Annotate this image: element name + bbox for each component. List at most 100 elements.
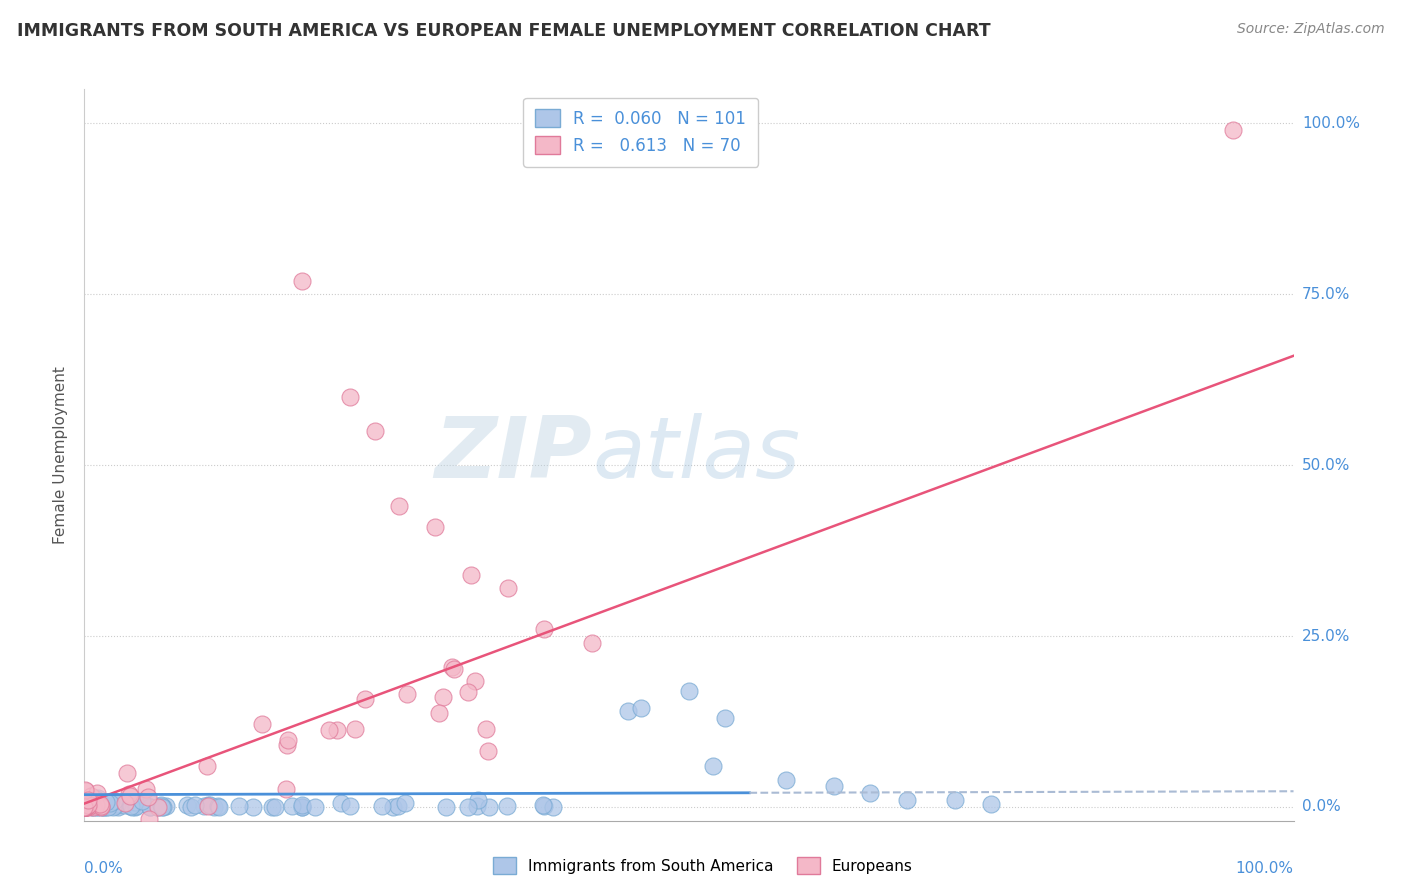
- Point: [118, 799, 141, 814]
- Point: [131, 794, 153, 808]
- Point: [371, 799, 394, 814]
- Point: [90, 800, 112, 814]
- Point: [108, 798, 131, 813]
- Point: [80, 789, 103, 803]
- Text: 100.0%: 100.0%: [1236, 861, 1294, 876]
- Point: [146, 799, 169, 814]
- Point: [541, 800, 564, 814]
- Point: [339, 799, 361, 814]
- Point: [617, 704, 640, 718]
- Point: [77, 797, 100, 812]
- Point: [678, 683, 700, 698]
- Point: [107, 799, 129, 814]
- Point: [630, 701, 652, 715]
- Point: [149, 798, 172, 813]
- Point: [82, 799, 104, 814]
- Point: [432, 690, 454, 704]
- Point: [304, 800, 326, 814]
- Point: [276, 738, 298, 752]
- Point: [124, 800, 146, 814]
- Point: [73, 800, 96, 814]
- Point: [149, 798, 172, 813]
- Point: [193, 799, 215, 814]
- Point: [73, 800, 96, 814]
- Point: [87, 798, 110, 813]
- Point: [89, 797, 111, 812]
- Point: [395, 687, 418, 701]
- Point: [155, 799, 177, 814]
- Point: [176, 797, 198, 812]
- Point: [82, 799, 104, 814]
- Point: [73, 796, 96, 810]
- Point: [943, 793, 966, 807]
- Point: [714, 711, 737, 725]
- Point: [382, 799, 405, 814]
- Point: [318, 723, 340, 737]
- Point: [464, 674, 486, 689]
- Point: [84, 792, 107, 806]
- Point: [423, 519, 446, 533]
- Point: [394, 796, 416, 810]
- Point: [90, 799, 112, 814]
- Point: [82, 794, 104, 808]
- Point: [291, 797, 314, 812]
- Point: [73, 800, 96, 814]
- Point: [150, 800, 173, 814]
- Point: [77, 799, 100, 814]
- Point: [79, 796, 101, 810]
- Point: [98, 799, 121, 814]
- Point: [77, 798, 100, 813]
- Point: [859, 786, 882, 800]
- Point: [478, 800, 501, 814]
- Point: [87, 791, 110, 805]
- Point: [138, 812, 160, 826]
- Point: [496, 581, 519, 595]
- Point: [1222, 123, 1244, 137]
- Point: [980, 797, 1002, 811]
- Point: [96, 795, 118, 809]
- Point: [475, 722, 498, 736]
- Point: [250, 717, 273, 731]
- Point: [139, 799, 162, 814]
- Text: 75.0%: 75.0%: [1302, 286, 1350, 301]
- Point: [440, 659, 463, 673]
- Point: [100, 796, 122, 810]
- Point: [823, 780, 845, 794]
- Text: ZIP: ZIP: [434, 413, 592, 497]
- Point: [443, 662, 465, 676]
- Point: [75, 798, 97, 813]
- Point: [77, 798, 100, 813]
- Point: [73, 783, 96, 797]
- Point: [896, 793, 918, 807]
- Point: [274, 781, 297, 796]
- Point: [139, 797, 162, 811]
- Point: [277, 733, 299, 747]
- Point: [387, 799, 409, 814]
- Point: [427, 706, 450, 720]
- Point: [260, 799, 283, 814]
- Point: [280, 798, 302, 813]
- Legend: R =  0.060   N = 101, R =   0.613   N = 70: R = 0.060 N = 101, R = 0.613 N = 70: [523, 97, 758, 167]
- Point: [75, 800, 97, 814]
- Point: [75, 799, 97, 814]
- Point: [75, 784, 97, 798]
- Point: [242, 800, 264, 814]
- Point: [79, 797, 101, 811]
- Point: [93, 800, 115, 814]
- Point: [76, 800, 98, 814]
- Point: [117, 765, 139, 780]
- Point: [73, 800, 96, 814]
- Text: IMMIGRANTS FROM SOUTH AMERICA VS EUROPEAN FEMALE UNEMPLOYMENT CORRELATION CHART: IMMIGRANTS FROM SOUTH AMERICA VS EUROPEA…: [17, 22, 990, 40]
- Point: [120, 799, 142, 814]
- Point: [291, 274, 314, 288]
- Point: [114, 796, 136, 810]
- Point: [75, 799, 97, 814]
- Point: [148, 800, 170, 814]
- Point: [702, 759, 724, 773]
- Point: [136, 790, 159, 805]
- Point: [326, 723, 349, 737]
- Text: 50.0%: 50.0%: [1302, 458, 1350, 473]
- Point: [291, 800, 314, 814]
- Legend: Immigrants from South America, Europeans: Immigrants from South America, Europeans: [486, 851, 920, 880]
- Point: [363, 424, 385, 438]
